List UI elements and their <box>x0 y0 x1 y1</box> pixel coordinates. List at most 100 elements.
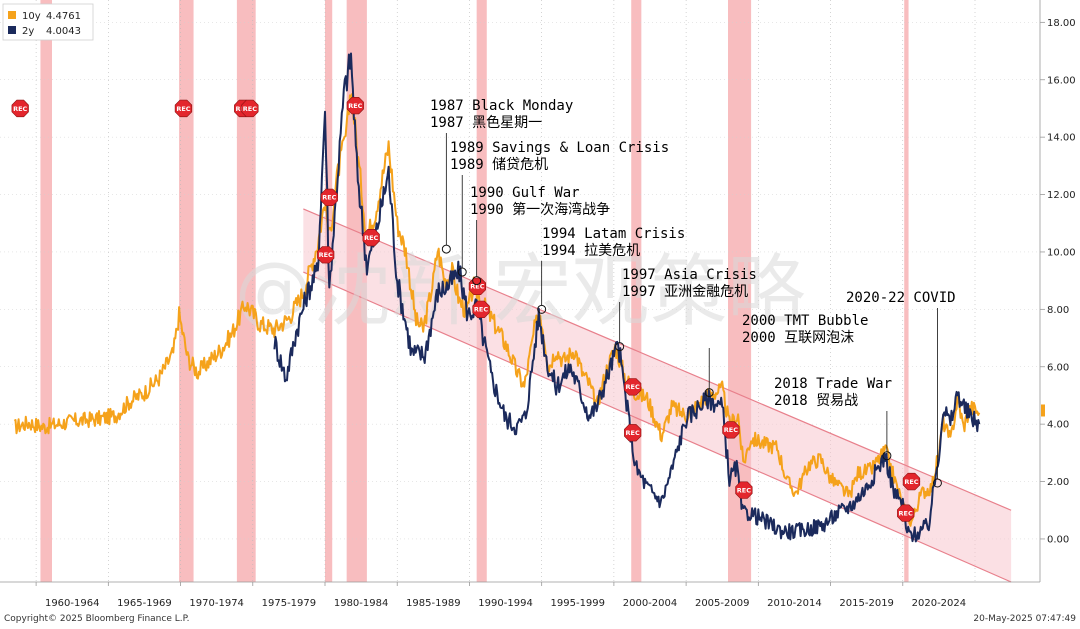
rec-marker-icon <box>362 229 380 247</box>
timestamp: 20-May-2025 07:47:49 <box>973 614 1076 624</box>
x-tick-label: 1995-1999 <box>551 598 606 609</box>
rec-marker-label: REC <box>322 194 336 202</box>
rec-marker-label: REC <box>626 429 640 437</box>
rec-marker-label: REC <box>319 251 333 259</box>
x-tick-label: 1980-1984 <box>334 598 389 609</box>
rec-marker-icon <box>897 504 915 522</box>
legend-value-2y: 4.0043 <box>46 26 81 37</box>
x-tick-label: 1970-1974 <box>189 598 244 609</box>
series-end-marker <box>1041 404 1045 417</box>
rec-marker-icon <box>320 188 338 206</box>
annotation-text: 2000 互联网泡沫 <box>742 330 854 346</box>
annotation-text: 1990 Gulf War <box>470 185 580 201</box>
x-axis: 1960-1964 1965-1969 1970-1974 1975-1979 1980… <box>0 581 1040 609</box>
annotation-point <box>441 244 451 254</box>
x-tick-label: 2000-2004 <box>623 598 678 609</box>
copyright: Copyright© 2025 Bloomberg Finance L.P. <box>4 614 189 624</box>
annotation-text: 1997 亚洲金融危机 <box>622 284 748 300</box>
legend-label-10y: 10y <box>22 11 41 22</box>
recession-band <box>236 0 256 582</box>
y-tick-label: 12.00 <box>1047 190 1076 201</box>
rec-marker-label: REC <box>243 105 257 113</box>
legend-label-2y: 2y <box>22 26 34 37</box>
y-tick-label: 4.00 <box>1047 420 1069 431</box>
y-tick-label: 8.00 <box>1047 305 1069 316</box>
series-line-2y <box>273 52 981 543</box>
legend: 10y 4.4761 2y 4.0043 <box>2 3 94 41</box>
x-tick-label: 1985-1989 <box>406 598 461 609</box>
annotation-text: 1994 拉美危机 <box>542 243 640 259</box>
rec-marker-label: REC <box>13 105 27 113</box>
x-tick-label: 1965-1969 <box>117 598 172 609</box>
y-tick-label: 6.00 <box>1047 362 1069 373</box>
rec-marker-label: REC <box>724 426 738 434</box>
rec-marker-icon <box>174 99 193 118</box>
annotation-text: 1987 Black Monday <box>430 98 573 114</box>
rec-marker-icon <box>241 99 259 118</box>
annotation-text: 2000 TMT Bubble <box>742 313 868 329</box>
rec-marker-label: REC <box>470 283 484 291</box>
annotation-point <box>537 304 547 314</box>
annotation-point <box>615 342 625 352</box>
rec-marker-label: REC <box>176 105 190 113</box>
rec-marker-icon <box>11 99 29 118</box>
annotation-text: 2020-22 COVID <box>846 290 956 306</box>
annotation-text: 1990 第一次海湾战争 <box>470 201 610 218</box>
y-tick-label: 18.00 <box>1047 18 1076 29</box>
y-tick-label: 16.00 <box>1047 75 1076 86</box>
recession-band <box>325 0 333 582</box>
rec-marker-icon <box>346 97 364 115</box>
legend-swatch-10y <box>8 11 16 19</box>
x-tick-label: 2015-2019 <box>839 598 894 609</box>
recession-band <box>904 0 909 582</box>
y-tick-label: 0.00 <box>1047 534 1069 545</box>
recession-band <box>179 0 194 582</box>
rec-marker-icon <box>624 378 642 396</box>
recession-band <box>631 0 642 582</box>
annotation-point <box>704 388 714 398</box>
x-tick-label: 2020-2024 <box>912 598 967 609</box>
annotation-text: 1989 Savings & Loan Crisis <box>450 140 669 156</box>
rec-marker-icon <box>735 481 753 499</box>
legend-value-10y: 4.4761 <box>46 11 81 22</box>
rec-marker-icon <box>624 424 642 442</box>
rec-marker-icon <box>722 421 740 439</box>
rec-marker-icon <box>902 472 921 491</box>
x-tick-label: 1960-1964 <box>45 598 100 609</box>
annotation-text: 1994 Latam Crisis <box>542 226 685 242</box>
x-tick-label: 1975-1979 <box>262 598 317 609</box>
x-tick-label: 2005-2009 <box>695 598 750 609</box>
annotation-text: 2018 贸易战 <box>774 393 858 409</box>
annotation-point <box>882 451 892 461</box>
x-tick-label: 2010-2014 <box>767 598 822 609</box>
series-lines <box>13 52 981 543</box>
recession-band <box>40 0 52 582</box>
y-tick-label: 10.00 <box>1047 247 1076 258</box>
annotation-text: 1989 储贷危机 <box>450 157 548 173</box>
rec-marker-label: REC <box>348 102 362 110</box>
rec-marker-label: REC <box>626 383 640 391</box>
rec-marker-label: REC <box>737 486 751 494</box>
x-tick-label: 1990-1994 <box>478 598 533 609</box>
annotation-point <box>457 267 467 277</box>
annotation-point <box>472 276 482 286</box>
annotation-text: 2018 Trade War <box>774 376 892 392</box>
y-tick-label: 2.00 <box>1047 477 1069 488</box>
rec-marker-icon <box>472 300 490 319</box>
legend-swatch-2y <box>8 26 16 34</box>
annotation-text: 1987 黑色星期一 <box>430 114 542 131</box>
annotation-text: 1997 Asia Crisis <box>622 267 757 283</box>
rec-marker-label: REC <box>899 509 913 517</box>
trend-channel-upper <box>303 208 1012 511</box>
rec-markers: REC REC REC REC REC REC REC REC REC REC REC REC REC R… <box>11 97 921 522</box>
rec-marker-label: REC <box>364 234 378 242</box>
y-axis: 18.00 16.00 14.00 12.00 10.00 8.00 6.00 4.00 2.0… <box>1039 0 1076 582</box>
rec-marker-label: REC <box>904 478 918 486</box>
rec-marker-icon <box>317 246 335 264</box>
y-tick-label: 14.00 <box>1047 133 1076 144</box>
rec-marker-label: REC <box>474 306 488 314</box>
series-line-10y <box>13 93 981 527</box>
